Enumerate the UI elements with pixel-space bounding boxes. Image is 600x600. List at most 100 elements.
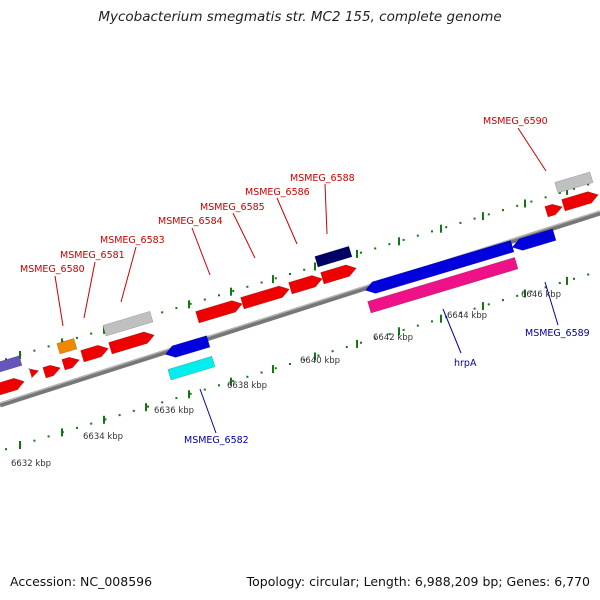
minor-tick (502, 299, 504, 302)
minor-tick (175, 307, 178, 310)
minor-tick (289, 273, 291, 275)
label-leader-line (83, 261, 96, 319)
minor-tick (388, 333, 391, 336)
scale-label: 6638 kbp (227, 381, 267, 391)
gene-arrow-red (195, 300, 243, 324)
minor-tick (573, 277, 575, 280)
label-leader-line (191, 227, 211, 276)
minor-tick (76, 426, 78, 429)
gene-labels: MSMEG_6580 MSMEG_6581 MSMEG_6583 MSMEG_6584… (20, 116, 590, 446)
forward-gene-label: MSMEG_6585 (200, 202, 265, 213)
scale-label: 6636 kbp (154, 406, 194, 416)
gene-arrow-orange (56, 338, 78, 355)
minor-tick (431, 320, 433, 323)
label-leader-line (324, 183, 328, 235)
gene-arrow-slate (0, 355, 23, 373)
minor-tick (161, 311, 164, 314)
minor-tick (232, 380, 235, 383)
minor-tick (274, 277, 277, 280)
minor-tick (345, 345, 348, 348)
minor-tick (90, 332, 93, 335)
genome-axis (0, 210, 600, 408)
minor-tick (260, 371, 263, 374)
minor-tick (487, 303, 490, 306)
minor-tick (402, 328, 405, 331)
minor-tick (5, 358, 7, 361)
minor-tick (459, 311, 462, 314)
minor-tick (360, 251, 362, 254)
minor-tick (530, 200, 533, 203)
minor-tick (289, 363, 291, 365)
reverse-gene-label: hrpA (454, 358, 477, 369)
genome-summary-text: Topology: circular; Length: 6,988,209 bp… (246, 574, 590, 589)
scale-label: 6632 kbp (11, 459, 51, 469)
minor-tick (104, 418, 107, 421)
forward-gene-label: MSMEG_6586 (245, 187, 310, 198)
minor-tick (331, 350, 334, 353)
minor-tick (274, 367, 277, 370)
reverse-gene-label: MSMEG_6589 (525, 328, 590, 339)
gene-arrow-cyan (167, 355, 216, 381)
minor-tick (502, 209, 504, 212)
minor-tick (147, 405, 149, 408)
forward-gene-label: MSMEG_6581 (60, 250, 125, 261)
minor-tick (360, 341, 362, 344)
minor-tick (416, 324, 419, 327)
gene-features (0, 171, 599, 396)
minor-tick (445, 226, 448, 229)
gene-arrow-red (27, 368, 40, 379)
gene-arrow-red (288, 275, 323, 295)
minor-tick (189, 302, 192, 305)
minor-tick (161, 401, 164, 404)
forward-gene-label: MSMEG_6590 (483, 116, 548, 127)
gene-arrow-magenta (367, 257, 519, 314)
label-leader-line (517, 127, 547, 172)
scale-label: 6642 kbp (373, 333, 413, 343)
map-title: Mycobacterium smegmatis str. MC2 155, co… (98, 9, 502, 25)
minor-tick (303, 358, 306, 361)
gene-arrow-red (42, 364, 61, 379)
gene-arrow-red (544, 203, 563, 218)
label-leader-line (120, 246, 137, 303)
minor-tick (47, 435, 50, 438)
minor-tick (473, 217, 476, 220)
gene-arrow-red (80, 344, 109, 363)
gene-arrow-blue (511, 228, 557, 251)
minor-tick (132, 409, 135, 412)
minor-tick (203, 388, 206, 391)
minor-tick (246, 285, 249, 288)
minor-tick (516, 204, 519, 207)
label-leader-line (54, 275, 64, 327)
label-leader-line (544, 281, 559, 326)
forward-gene-label: MSMEG_6580 (20, 264, 85, 275)
minor-tick (203, 298, 206, 301)
minor-tick (189, 392, 192, 395)
gene-arrow-red (61, 356, 80, 371)
forward-gene-label: MSMEG_6583 (100, 235, 165, 246)
minor-tick (402, 238, 405, 241)
minor-tick (587, 183, 590, 186)
gene-arrow-red (0, 377, 25, 396)
gene-arrow-red (240, 285, 290, 310)
minor-tick (587, 273, 590, 276)
minor-tick (558, 282, 561, 285)
minor-tick (303, 268, 306, 271)
tick-marks (5, 183, 590, 451)
minor-tick (473, 307, 476, 310)
scale-label: 6644 kbp (447, 311, 487, 321)
scale-label: 6634 kbp (83, 432, 123, 442)
minor-tick (516, 294, 519, 297)
forward-gene-label: MSMEG_6588 (290, 173, 355, 184)
axis-highlight (0, 210, 600, 404)
scale-label: 6640 kbp (300, 356, 340, 366)
gene-arrow-grey (102, 311, 154, 337)
minor-tick (416, 234, 419, 237)
reverse-gene-label: MSMEG_6582 (184, 435, 249, 446)
minor-tick (487, 213, 490, 216)
minor-tick (175, 397, 178, 400)
minor-tick (260, 281, 263, 284)
label-leader-line (442, 308, 462, 354)
minor-tick (544, 286, 547, 289)
